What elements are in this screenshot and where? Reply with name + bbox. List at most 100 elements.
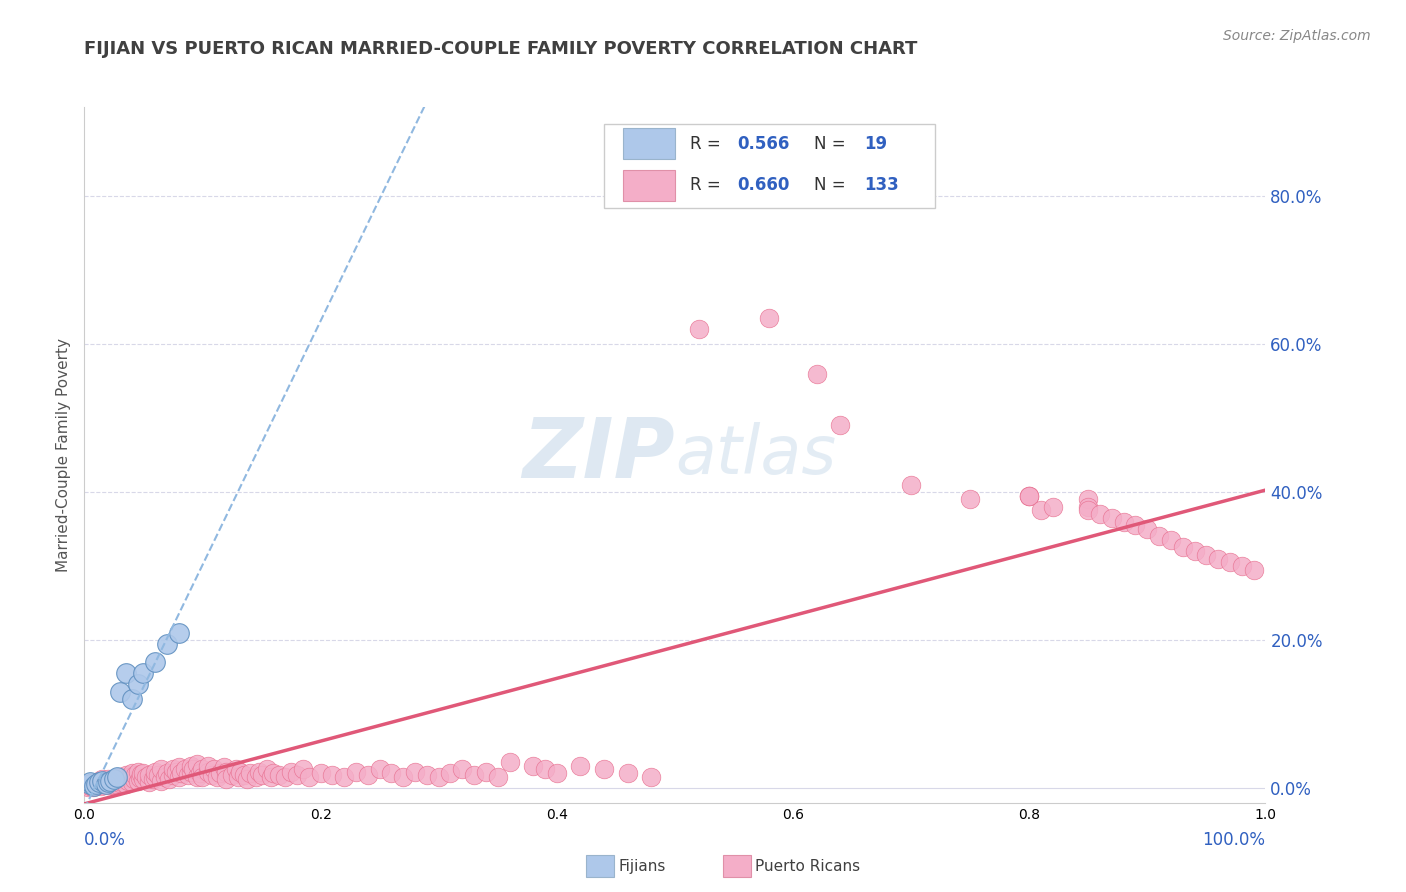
Point [202,763,225,777]
Point [173,763,195,777]
Point [1206,551,1229,566]
Point [451,763,474,777]
Point [127,764,149,779]
Point [83,779,105,793]
Text: FIJIAN VS PUERTO RICAN MARRIED-COUPLE FAMILY POVERTY CORRELATION CHART: FIJIAN VS PUERTO RICAN MARRIED-COUPLE FA… [84,40,918,58]
Text: ZIP: ZIP [522,415,675,495]
Point [94,773,117,788]
Point [298,770,321,784]
Point [127,773,149,788]
Point [225,763,247,777]
Point [569,759,592,773]
Point [143,770,166,784]
Point [181,763,204,777]
Point [97,775,120,789]
Point [143,764,166,779]
Text: 19: 19 [863,135,887,153]
Point [111,775,134,789]
Point [104,775,127,789]
Point [191,770,214,784]
Point [77,780,100,794]
Point [83,778,105,792]
Point [186,757,208,772]
Point [180,759,202,773]
Point [127,677,149,691]
Point [138,775,160,789]
Point [1112,515,1135,529]
Point [229,764,252,779]
Point [1184,544,1206,558]
Point [640,770,662,784]
Point [498,755,520,769]
Point [122,772,145,786]
Point [247,764,270,779]
Point [114,776,136,790]
Point [87,775,110,789]
Text: 0.0%: 0.0% [84,830,127,848]
Point [1088,507,1111,521]
FancyBboxPatch shape [605,124,935,208]
Point [96,776,118,790]
Text: R =: R = [690,135,727,153]
Point [97,778,120,792]
Point [239,766,262,780]
Point [900,477,922,491]
Point [291,763,314,777]
Point [162,763,184,777]
Point [1230,558,1253,573]
Point [121,766,143,780]
Point [107,770,129,784]
Point [205,770,228,784]
Point [166,764,188,779]
Point [87,773,110,788]
Point [1171,541,1194,555]
Point [1042,500,1064,514]
Point [170,766,193,780]
Point [98,777,121,791]
Point [82,780,104,794]
Text: atlas: atlas [675,422,837,488]
Point [1029,503,1052,517]
Point [129,767,152,781]
Point [124,768,146,782]
Point [91,772,114,786]
Point [128,771,150,785]
FancyBboxPatch shape [623,128,675,159]
Point [439,766,461,780]
Point [1147,529,1170,543]
Point [114,666,136,681]
Text: 0.660: 0.660 [738,177,790,194]
Point [1136,522,1159,536]
Point [135,770,157,784]
Point [392,770,415,784]
Point [103,772,125,786]
Point [274,770,297,784]
Point [309,766,332,780]
Point [475,764,498,779]
Point [427,770,450,784]
Point [1219,555,1241,569]
Point [91,776,114,790]
Point [108,685,131,699]
Point [1018,489,1040,503]
Point [830,418,852,433]
Point [1243,563,1265,577]
Point [546,766,568,780]
Point [87,778,110,792]
Point [344,764,367,779]
Point [98,773,121,788]
Point [236,772,259,786]
Point [84,776,107,790]
Point [138,767,160,781]
Point [121,775,143,789]
Point [98,775,121,789]
Point [100,773,122,788]
Point [84,779,107,793]
Point [959,492,981,507]
Point [101,776,124,790]
Point [84,775,107,789]
Point [97,772,120,786]
Point [132,766,155,780]
Point [91,773,114,788]
Point [118,770,141,784]
